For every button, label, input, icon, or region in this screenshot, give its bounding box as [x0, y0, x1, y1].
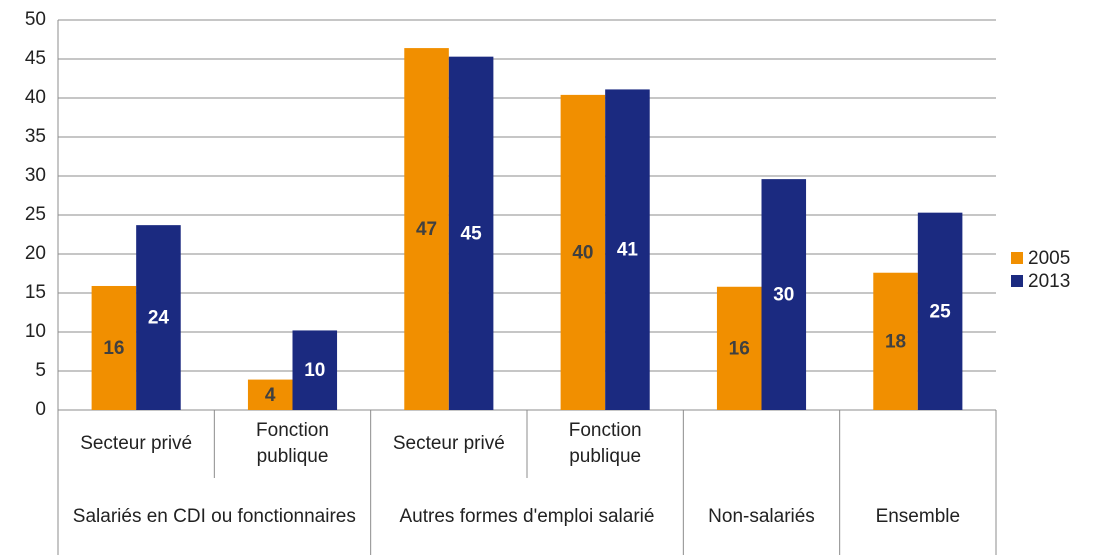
- data-label: 41: [617, 240, 639, 261]
- group-label: Autres formes d'emploi salarié: [399, 505, 655, 527]
- data-label: 30: [773, 285, 794, 306]
- legend-swatch: [1011, 252, 1023, 264]
- x-tick-label: Fonction publique: [568, 420, 642, 467]
- data-label: 16: [729, 338, 750, 359]
- y-tick-label: 35: [25, 126, 46, 147]
- bar: [247, 379, 293, 410]
- legend-label: 2005: [1028, 248, 1070, 269]
- group-label: Salariés en CDI ou fonctionnaires: [72, 505, 356, 527]
- legend-label: 2013: [1028, 271, 1070, 292]
- bar: [917, 212, 963, 410]
- bar: [448, 56, 494, 410]
- data-label: 4: [265, 385, 276, 406]
- bar: [91, 285, 137, 410]
- y-tick-label: 30: [25, 165, 46, 186]
- y-tick-label: 50: [25, 9, 46, 30]
- group-label: Ensemble: [875, 505, 961, 527]
- bar: [292, 330, 338, 410]
- y-tick-label: 5: [35, 360, 46, 381]
- x-tick-label: Fonction publique: [256, 420, 329, 467]
- y-tick-label: 25: [25, 204, 46, 225]
- data-label: 40: [572, 242, 593, 263]
- group-label: Non-salariés: [708, 505, 815, 527]
- bar: [873, 272, 918, 410]
- data-label: 10: [304, 360, 325, 381]
- y-tick-label: 15: [25, 282, 46, 303]
- x-tick-label: Secteur privé: [392, 433, 505, 454]
- y-tick-label: 45: [25, 48, 46, 69]
- bar: [136, 225, 181, 410]
- data-label: 24: [148, 308, 170, 329]
- data-label: 25: [930, 301, 952, 322]
- bar: [761, 179, 807, 410]
- y-tick-label: 20: [25, 243, 46, 264]
- x-tick-label: Secteur privé: [80, 433, 193, 454]
- data-label: 18: [885, 331, 906, 352]
- data-label: 16: [103, 338, 124, 359]
- bar: [560, 94, 606, 410]
- bar: [605, 89, 650, 411]
- legend-swatch: [1011, 275, 1023, 287]
- data-label: 47: [416, 219, 437, 240]
- bar: [404, 48, 449, 410]
- data-label: 45: [461, 223, 483, 244]
- bar: [716, 286, 762, 410]
- y-tick-label: 40: [25, 87, 46, 108]
- y-tick-label: 0: [35, 399, 46, 420]
- y-tick-label: 10: [25, 321, 46, 342]
